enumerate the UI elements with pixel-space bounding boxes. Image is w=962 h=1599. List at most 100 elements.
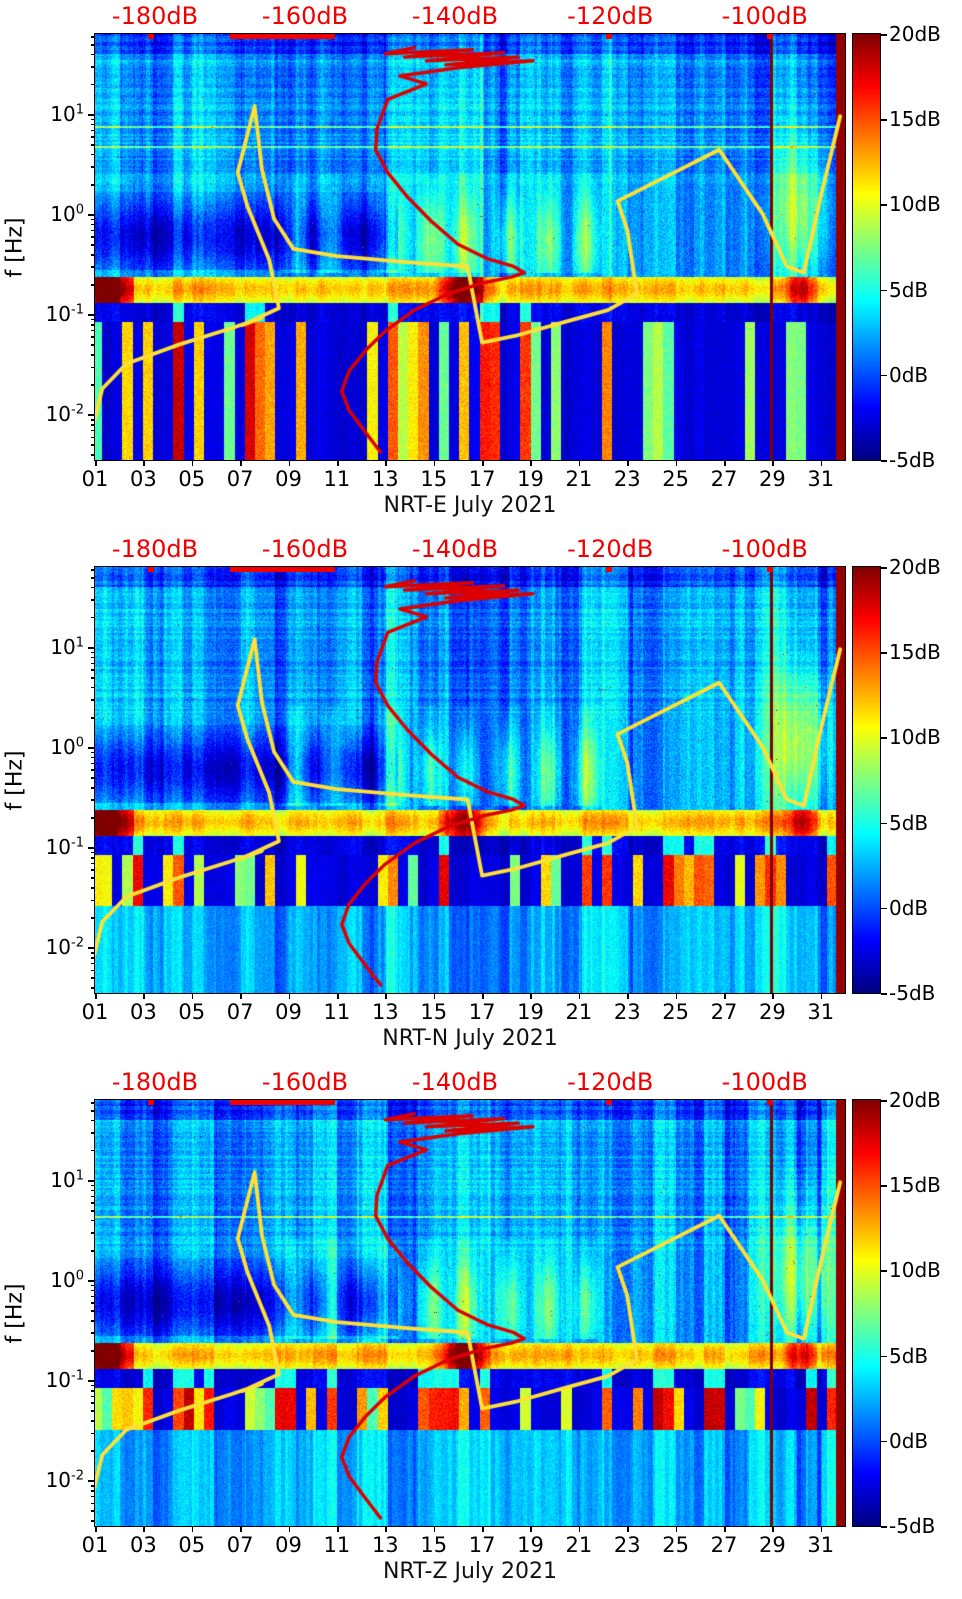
y-minor-tick <box>91 129 95 132</box>
y-axis-title-wrap: f [Hz] <box>0 1100 30 1526</box>
x-tick <box>95 460 97 466</box>
y-minor-tick <box>91 1189 95 1192</box>
y-minor-tick <box>91 786 95 789</box>
x-tick <box>820 460 823 466</box>
y-tick-label: 10-2 <box>45 1468 84 1493</box>
x-tick <box>240 993 242 999</box>
y-minor-tick <box>91 817 95 819</box>
x-tick-label: 25 <box>662 1000 690 1024</box>
x-tick <box>724 1526 726 1532</box>
panel-nrt-e: -180dB -160dB -140dB -120dB -100dB f [Hz… <box>0 0 962 533</box>
x-tick-label: 29 <box>759 1533 786 1557</box>
x-tick-label: 19 <box>517 467 544 491</box>
y-minor-tick <box>91 1490 95 1492</box>
x-tick-label: 23 <box>613 1000 641 1024</box>
y-tick <box>88 214 95 216</box>
y-minor-tick <box>91 1384 95 1387</box>
x-tick <box>530 460 533 466</box>
colorbar-tick-label: -5dB <box>889 448 936 472</box>
x-tick-label: 31 <box>807 1000 835 1024</box>
y-tick <box>88 647 95 649</box>
y-minor-tick <box>91 599 95 601</box>
x-tick <box>675 460 678 466</box>
top-axis-label: -100dB <box>721 535 808 563</box>
x-tick <box>530 993 533 999</box>
x-tick-label: 03 <box>130 467 157 491</box>
y-minor-tick <box>91 244 95 246</box>
colorbar-tick-label: 15dB <box>889 107 941 132</box>
y-minor-tick <box>91 1495 95 1498</box>
colorbar <box>852 33 881 461</box>
y-minor-tick <box>91 751 95 754</box>
y-axis-title-wrap: f [Hz] <box>0 567 30 993</box>
y-minor-tick <box>91 83 95 86</box>
x-tick-label: 15 <box>420 1000 448 1024</box>
x-tick <box>482 993 484 999</box>
x-tick-label: 15 <box>420 1533 448 1557</box>
x-tick-label: 11 <box>323 1000 351 1024</box>
x-tick-label: 09 <box>275 1533 302 1557</box>
y-axis-title-wrap: f [Hz] <box>0 34 30 460</box>
y-tick <box>88 747 95 749</box>
colorbar-tick <box>881 374 887 377</box>
y-minor-tick <box>91 223 95 226</box>
y-minor-tick <box>91 44 95 46</box>
colorbar-tick-label: 10dB <box>889 1258 941 1283</box>
y-minor-tick <box>91 799 95 802</box>
x-tick <box>578 1526 581 1532</box>
x-tick <box>724 460 726 466</box>
top-axis-tick <box>767 1100 773 1105</box>
y-tick <box>88 1380 95 1382</box>
y-minor-tick <box>91 229 95 232</box>
y-minor-tick <box>91 329 95 332</box>
y-tick-label: 101 <box>50 635 84 660</box>
y-minor-tick <box>91 1232 95 1234</box>
y-minor-tick <box>91 851 95 854</box>
colorbar-tick <box>881 567 887 569</box>
y-minor-tick <box>91 951 95 954</box>
y-axis-title: f [Hz] <box>2 750 28 810</box>
y-tick-label: 100 <box>50 1268 84 1293</box>
x-tick-label: 17 <box>468 1000 496 1024</box>
colorbar-tick-label: 5dB <box>889 277 929 302</box>
y-minor-tick <box>91 118 95 121</box>
x-tick-label: 07 <box>226 1533 254 1557</box>
colorbar <box>852 566 881 994</box>
x-tick <box>578 993 581 999</box>
spectrogram-plot <box>94 33 846 461</box>
x-tick-label: 19 <box>517 1533 544 1557</box>
colorbar <box>852 1099 881 1527</box>
y-minor-tick <box>91 284 95 286</box>
spectrogram-canvas <box>95 567 845 993</box>
y-minor-tick <box>91 253 95 256</box>
x-tick-label: 13 <box>371 467 399 491</box>
y-minor-tick <box>91 1350 95 1352</box>
top-axis-tick <box>605 567 612 572</box>
x-tick <box>95 993 97 999</box>
x-tick <box>482 460 484 466</box>
x-tick <box>627 460 629 466</box>
colorbar-tick-label: 5dB <box>889 810 929 835</box>
y-minor-tick <box>91 53 95 56</box>
y-minor-tick <box>91 236 95 238</box>
y-minor-tick <box>91 1249 95 1252</box>
y-minor-tick <box>91 429 95 432</box>
y-minor-tick <box>91 1195 95 1198</box>
x-tick-label: 05 <box>178 1533 206 1557</box>
colorbar-tick <box>881 822 887 825</box>
x-tick-label: 03 <box>130 1000 157 1024</box>
x-tick <box>772 460 774 466</box>
x-tick <box>675 1526 678 1532</box>
x-tick <box>143 460 145 466</box>
y-minor-tick <box>91 144 95 146</box>
x-tick-label: 17 <box>468 467 496 491</box>
panel-nrt-n: -180dB -160dB -140dB -120dB -100dB f [Hz… <box>0 533 962 1066</box>
y-minor-tick <box>91 1284 95 1287</box>
panel-title: NRT-E July 2021 <box>383 493 557 518</box>
y-minor-tick <box>91 987 95 989</box>
y-tick <box>88 1480 95 1482</box>
y-minor-tick <box>91 1210 95 1212</box>
y-minor-tick <box>91 699 95 701</box>
y-minor-tick <box>91 869 95 872</box>
x-tick <box>240 460 242 466</box>
